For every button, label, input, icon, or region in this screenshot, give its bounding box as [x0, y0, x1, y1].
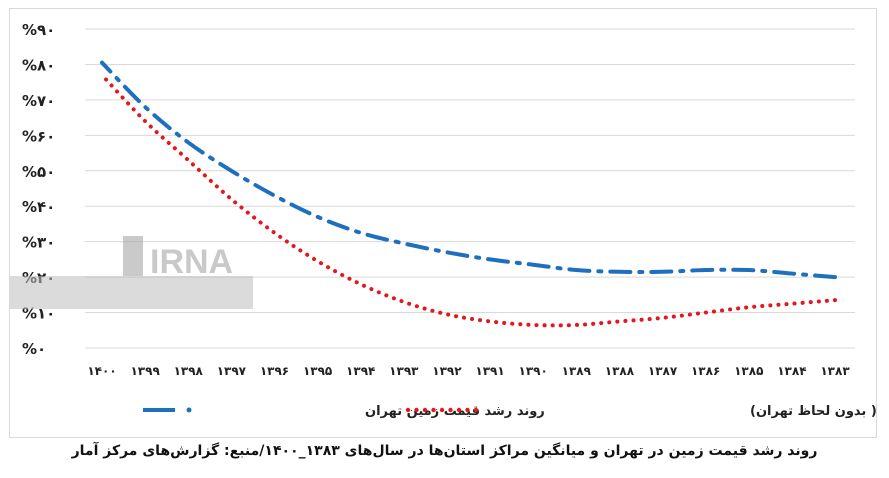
x-tick-label: ۱۳۸۳	[820, 364, 850, 378]
series-line-country	[100, 73, 837, 328]
x-tick-label: ۱۳۸۷	[648, 364, 678, 378]
x-tick-label: ۱۳۸۵	[734, 364, 763, 378]
series-line-tehran	[100, 60, 837, 280]
y-tick-label: %۳۰	[22, 234, 55, 252]
legend-dot	[439, 407, 445, 413]
y-tick-label: %۴۰	[22, 198, 55, 216]
x-tick-label: ۱۳۹۱	[475, 364, 504, 378]
x-tick-label: ۱۳۸۴	[777, 364, 806, 378]
legend-dot	[473, 407, 479, 413]
x-tick-label: ۱۳۹۴	[346, 364, 375, 378]
legend-dot	[448, 407, 453, 413]
legend-dot	[405, 407, 411, 413]
chart-caption: روند رشد قیمت زمین در تهران و میانگین مر…	[71, 443, 818, 459]
x-tick-label: ۱۳۹۵	[303, 364, 332, 378]
x-tick-label: ۱۴۰۰	[87, 364, 116, 378]
y-tick-label: %۷۰	[22, 92, 55, 110]
legend-dot	[431, 407, 436, 413]
irna-watermark: IRNA	[10, 236, 253, 309]
legend-swatch-country	[405, 407, 479, 413]
x-tick-label: ۱۳۸۶	[691, 364, 720, 378]
line-chart: %۰%۱۰%۲۰%۳۰%۴۰%۵۰%۶۰%۷۰%۸۰%۹۰ IRNA ۱۳۸۳۱…	[10, 21, 878, 419]
chart-frame: %۰%۱۰%۲۰%۳۰%۴۰%۵۰%۶۰%۷۰%۸۰%۹۰ IRNA ۱۳۸۳۱…	[9, 8, 878, 438]
legend-dot	[422, 407, 428, 413]
x-tick-label: ۱۳۹۷	[217, 364, 247, 378]
legend: روند رشد قیمت زمین تهران روند رشد قیمت ز…	[143, 404, 878, 419]
legend-label-country: روند رشد قیمت زمین کشور ( بدون لحاظ تهرا…	[750, 404, 878, 419]
y-tick-label: %۱۰	[22, 305, 55, 323]
x-tick-label: ۱۳۹۶	[260, 364, 289, 378]
legend-dot	[414, 407, 419, 413]
legend-swatch-tehran-dot	[186, 407, 192, 413]
x-tick-label: ۱۳۹۸	[174, 364, 204, 378]
y-tick-label: %۵۰	[22, 163, 55, 181]
x-tick-label: ۱۳۹۹	[130, 364, 160, 378]
legend-label-tehran: روند رشد قیمت زمین تهران	[365, 404, 545, 419]
x-tick-label: ۱۳۹۲	[432, 364, 462, 378]
x-tick-label: ۱۳۸۸	[605, 364, 635, 378]
y-tick-label: %۰	[22, 340, 46, 358]
legend-dot	[456, 407, 462, 413]
x-tick-label: ۱۳۸۹	[562, 364, 592, 378]
legend-dot	[465, 407, 470, 413]
watermark-text: IRNA	[150, 243, 233, 281]
y-tick-label: %۹۰	[22, 21, 55, 39]
y-tick-label: %۶۰	[22, 127, 55, 145]
x-axis-tick-labels: ۱۳۸۳ ۱۳۸۴ ۱۳۸۵ ۱۳۸۶ ۱۳۸۷ ۱۳۸۸ ۱۳۸۹ ۱۳۹۰ ۱۳۹۱ ۱۳۹۲…	[87, 364, 850, 378]
series-lines	[100, 60, 837, 328]
legend-item-country: روند رشد قیمت زمین کشور ( بدون لحاظ تهرا…	[405, 404, 878, 419]
x-tick-label: ۱۳۹۰	[519, 364, 548, 378]
y-tick-label: %۸۰	[22, 56, 55, 74]
legend-item-tehran: روند رشد قیمت زمین تهران	[143, 404, 545, 419]
x-tick-label: ۱۳۹۳	[389, 364, 419, 378]
